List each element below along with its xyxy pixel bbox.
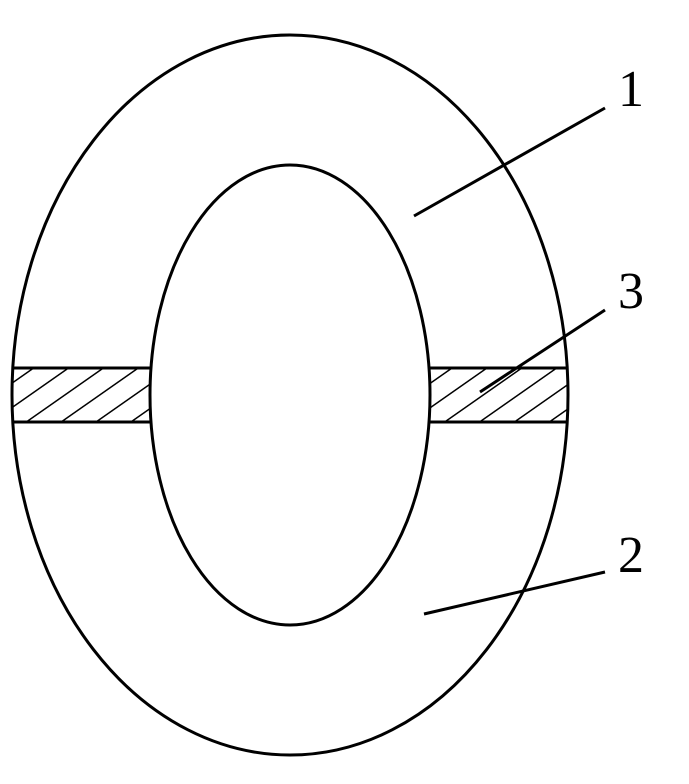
leader-1 xyxy=(414,108,605,216)
label-1: 1 xyxy=(618,61,644,118)
inner-ellipse xyxy=(150,165,430,625)
technical-diagram: 1 3 2 xyxy=(0,0,689,784)
hatched-band xyxy=(0,368,689,422)
label-2: 2 xyxy=(618,527,644,584)
label-3: 3 xyxy=(618,263,644,320)
